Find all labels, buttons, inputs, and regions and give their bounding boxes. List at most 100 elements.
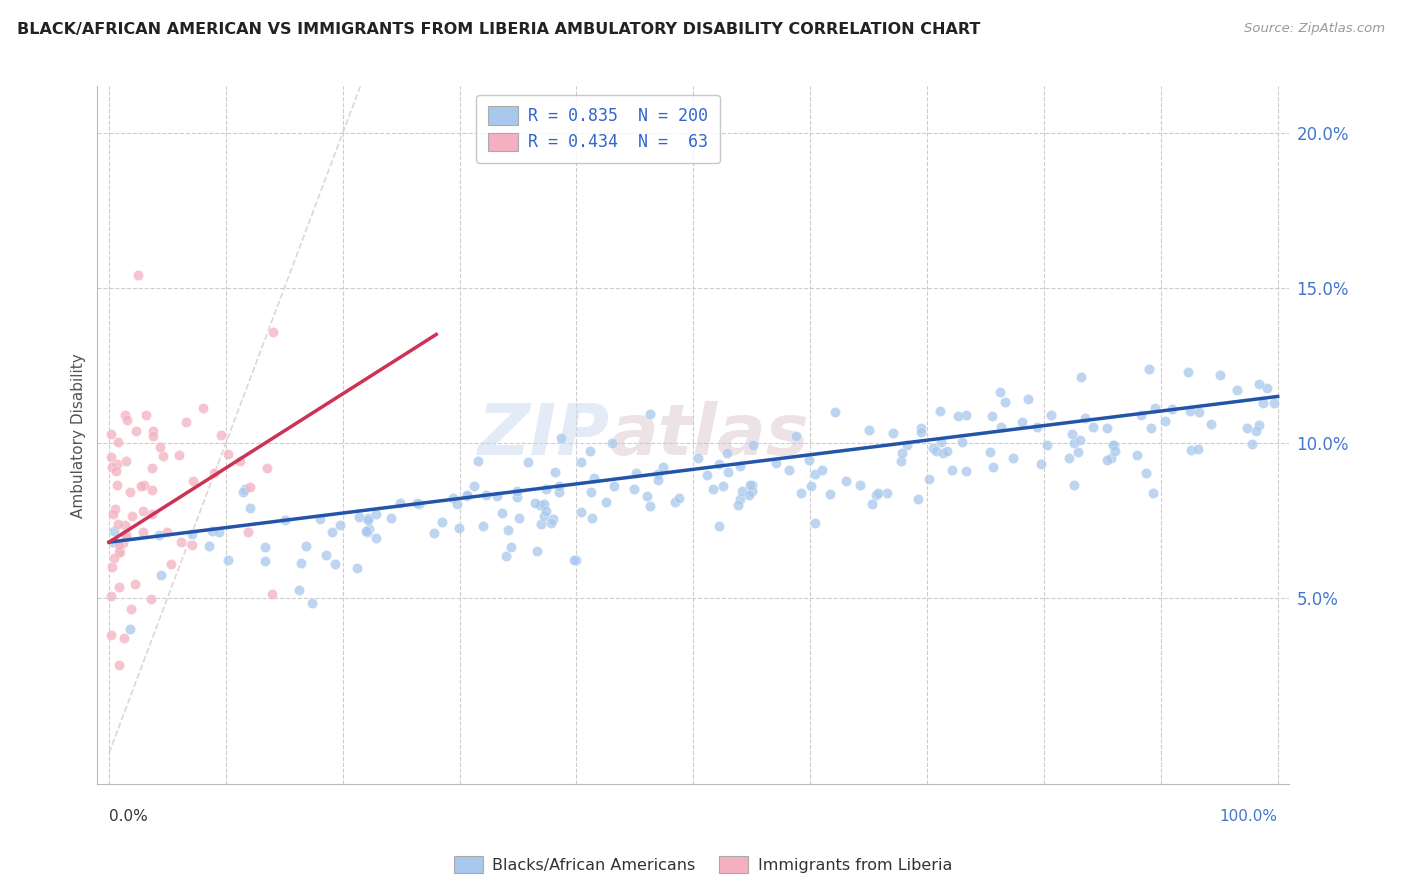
Point xyxy=(603,479,626,493)
Point xyxy=(380,511,402,525)
Point xyxy=(835,474,858,488)
Point xyxy=(785,429,807,443)
Point xyxy=(526,543,548,558)
Point xyxy=(1125,449,1147,463)
Point xyxy=(865,488,887,502)
Point xyxy=(1011,416,1033,430)
Point xyxy=(623,482,645,496)
Point xyxy=(820,486,842,500)
Point xyxy=(150,568,173,582)
Point xyxy=(941,463,963,477)
Point xyxy=(120,485,142,500)
Legend: Blacks/African Americans, Immigrants from Liberia: Blacks/African Americans, Immigrants fro… xyxy=(447,849,959,880)
Point xyxy=(501,541,523,555)
Point xyxy=(209,428,232,442)
Point xyxy=(115,530,138,544)
Point xyxy=(366,507,388,521)
Point xyxy=(100,628,122,642)
Point xyxy=(804,516,827,531)
Legend: R = 0.835  N = 200, R = 0.434  N =  63: R = 0.835 N = 200, R = 0.434 N = 63 xyxy=(477,95,720,163)
Point xyxy=(356,511,378,525)
Point xyxy=(262,325,284,339)
Point xyxy=(983,460,1005,475)
Point xyxy=(562,553,585,567)
Point xyxy=(651,459,673,474)
Point xyxy=(540,516,562,531)
Point xyxy=(1129,409,1152,423)
Point xyxy=(533,508,555,523)
Point xyxy=(907,491,929,506)
Text: ZIP: ZIP xyxy=(478,401,610,470)
Point xyxy=(239,481,262,495)
Point xyxy=(132,478,155,492)
Point xyxy=(797,453,820,467)
Point xyxy=(115,526,138,541)
Point xyxy=(430,515,453,529)
Point xyxy=(294,539,316,553)
Point xyxy=(180,538,202,552)
Y-axis label: Ambulatory Disability: Ambulatory Disability xyxy=(72,353,86,517)
Point xyxy=(1063,436,1085,450)
Point xyxy=(848,478,870,492)
Point xyxy=(141,483,163,498)
Point xyxy=(569,455,592,469)
Point xyxy=(506,483,529,498)
Point xyxy=(141,461,163,475)
Point xyxy=(950,434,973,449)
Point xyxy=(636,490,658,504)
Point xyxy=(191,401,214,416)
Point xyxy=(1161,401,1184,416)
Point xyxy=(105,457,128,471)
Point xyxy=(287,582,309,597)
Point xyxy=(1057,450,1080,465)
Point xyxy=(741,478,763,492)
Point xyxy=(232,484,254,499)
Point xyxy=(1140,420,1163,434)
Point xyxy=(471,519,494,533)
Point xyxy=(103,507,125,521)
Point xyxy=(523,496,546,510)
Point xyxy=(167,448,190,462)
Point xyxy=(104,502,127,516)
Text: 100.0%: 100.0% xyxy=(1219,809,1278,824)
Point xyxy=(508,511,530,525)
Point xyxy=(357,513,380,527)
Point xyxy=(107,581,129,595)
Point xyxy=(600,436,623,450)
Point xyxy=(928,404,950,418)
Point xyxy=(1017,392,1039,406)
Point xyxy=(1180,404,1202,418)
Point xyxy=(125,424,148,438)
Point xyxy=(108,545,131,559)
Point xyxy=(1188,404,1211,418)
Point xyxy=(1074,411,1097,425)
Point xyxy=(1154,414,1177,428)
Point xyxy=(132,524,155,539)
Point xyxy=(860,497,883,511)
Point xyxy=(1142,485,1164,500)
Point xyxy=(112,536,135,550)
Point xyxy=(105,464,128,478)
Point xyxy=(389,496,412,510)
Point xyxy=(100,450,122,465)
Point xyxy=(1249,418,1271,433)
Point xyxy=(170,535,193,549)
Point xyxy=(107,538,129,552)
Point xyxy=(876,486,898,500)
Point xyxy=(1144,401,1167,415)
Point xyxy=(108,545,131,559)
Point xyxy=(132,503,155,517)
Text: atlas: atlas xyxy=(610,401,810,470)
Point xyxy=(149,440,172,454)
Point xyxy=(789,486,811,500)
Point xyxy=(1199,417,1222,431)
Point xyxy=(273,513,295,527)
Point xyxy=(728,458,751,473)
Point xyxy=(127,268,149,282)
Point xyxy=(800,478,823,492)
Point xyxy=(256,461,278,475)
Point xyxy=(114,408,136,422)
Point xyxy=(181,526,204,541)
Point xyxy=(765,456,787,470)
Point xyxy=(103,551,125,566)
